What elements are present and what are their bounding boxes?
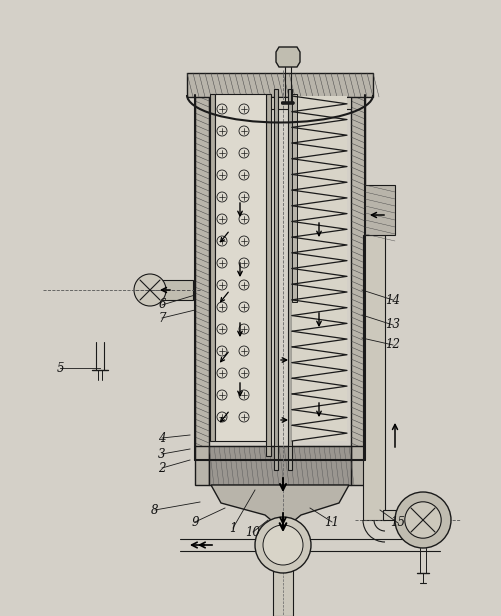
Circle shape (48, 238, 152, 342)
Circle shape (82, 272, 118, 308)
Bar (195, 95, 209, 460)
Circle shape (405, 502, 441, 538)
Text: 8: 8 (151, 503, 159, 516)
Bar (363, 235, 385, 520)
Text: 4: 4 (158, 431, 166, 445)
Circle shape (263, 525, 303, 565)
Text: 12: 12 (385, 339, 400, 352)
Text: 7: 7 (158, 312, 166, 325)
Bar (351, 95, 365, 460)
Text: 2: 2 (158, 461, 166, 474)
Text: 3: 3 (158, 447, 166, 461)
Bar (195, 446, 209, 485)
Bar (365, 185, 395, 235)
Text: 11: 11 (325, 516, 340, 529)
Text: 9: 9 (191, 516, 199, 529)
Bar (273, 542, 293, 616)
Bar (383, 510, 405, 520)
Bar (351, 446, 365, 485)
Text: 15: 15 (390, 516, 405, 530)
Circle shape (134, 274, 166, 306)
Bar (274, 89, 278, 470)
Text: 13: 13 (385, 318, 400, 331)
Circle shape (395, 492, 451, 548)
Bar (210, 94, 215, 441)
Bar (292, 96, 347, 441)
Bar (150, 280, 193, 300)
Bar (215, 94, 266, 441)
Bar (292, 94, 297, 302)
Polygon shape (195, 276, 197, 304)
Text: 10: 10 (245, 525, 261, 538)
Circle shape (255, 517, 311, 573)
Text: 5: 5 (56, 362, 64, 375)
Polygon shape (211, 485, 349, 520)
Bar (209, 446, 351, 485)
Bar (266, 94, 271, 456)
Text: 14: 14 (385, 293, 400, 307)
Text: 1: 1 (229, 522, 237, 535)
Bar (187, 73, 373, 97)
Circle shape (64, 254, 136, 326)
Bar (288, 89, 292, 470)
Text: 6: 6 (158, 299, 166, 312)
Bar (209, 97, 351, 109)
Polygon shape (267, 520, 299, 542)
Polygon shape (276, 47, 300, 67)
